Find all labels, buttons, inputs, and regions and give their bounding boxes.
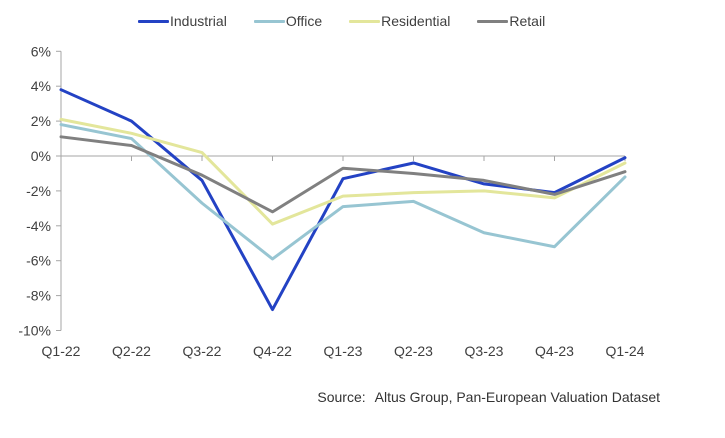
y-axis-label: -4% xyxy=(26,218,51,234)
series-line-residential xyxy=(59,117,627,226)
y-axis-label: 2% xyxy=(31,113,51,129)
x-axis-label: Q3-22 xyxy=(183,343,222,359)
x-axis-label: Q1-22 xyxy=(42,343,81,359)
series-line-industrial xyxy=(59,88,627,312)
source-text: Altus Group, Pan-European Valuation Data… xyxy=(374,389,660,405)
x-axis-label: Q1-24 xyxy=(606,343,645,359)
y-axis-label: -6% xyxy=(26,253,51,269)
legend-label-retail: Retail xyxy=(509,13,546,29)
legend-item-industrial: Industrial xyxy=(138,13,227,29)
source-prefix: Source: xyxy=(317,389,366,405)
y-axis-label: 6% xyxy=(31,43,51,59)
legend-label-residential: Residential xyxy=(381,13,451,29)
source-note: Source: Altus Group, Pan-European Valuati… xyxy=(0,373,660,421)
x-axis-label: Q4-22 xyxy=(253,343,292,359)
legend-label-industrial: Industrial xyxy=(170,13,227,29)
legend-item-retail: Retail xyxy=(477,13,545,29)
legend-item-office: Office xyxy=(253,13,323,29)
x-axis-label: Q2-23 xyxy=(394,343,433,359)
x-axis-label: Q3-23 xyxy=(465,343,504,359)
x-axis-label: Q1-23 xyxy=(324,343,363,359)
legend-swatch-residential xyxy=(349,19,381,23)
legend-swatch-retail xyxy=(477,19,509,23)
x-axis-label: Q2-22 xyxy=(112,343,151,359)
y-axis-label: -8% xyxy=(26,288,51,304)
legend-item-residential: Residential xyxy=(349,13,450,29)
legend: Industrial Office Residential Retail xyxy=(138,12,545,30)
legend-label-office: Office xyxy=(285,13,323,29)
y-axis-label: -10% xyxy=(18,323,51,339)
x-axis-label: Q4-23 xyxy=(535,343,574,359)
y-axis-label: 0% xyxy=(31,148,51,164)
series-line-retail xyxy=(59,135,627,214)
legend-swatch-office xyxy=(253,19,285,23)
y-axis-label: -2% xyxy=(26,183,51,199)
y-axis-label: 4% xyxy=(31,78,51,94)
legend-swatch-industrial xyxy=(138,19,169,23)
series-line-office xyxy=(59,123,627,261)
